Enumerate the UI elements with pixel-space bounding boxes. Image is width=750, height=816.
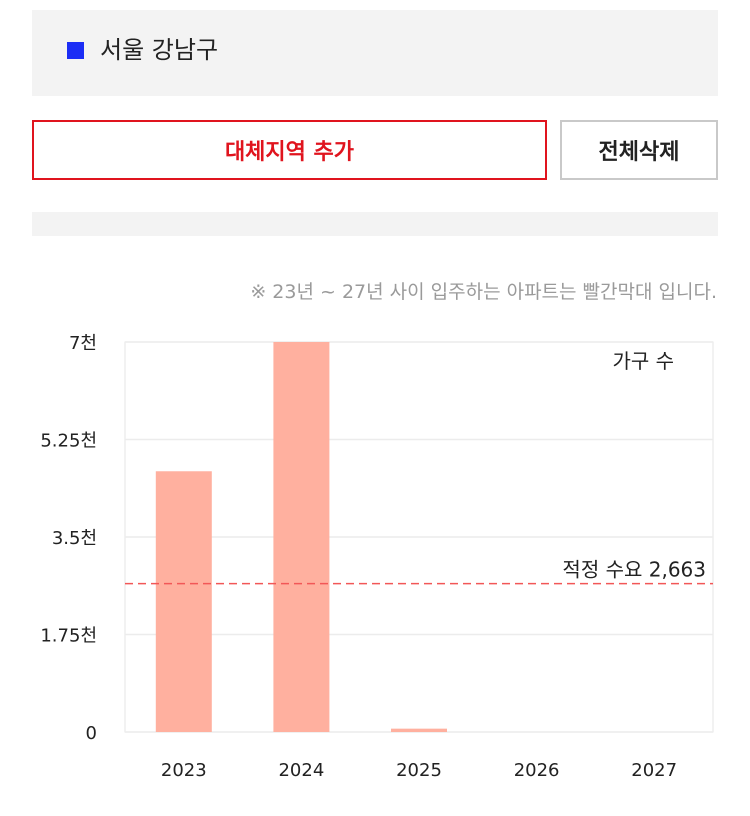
y-tick-label: 1.75천 — [40, 626, 97, 647]
x-tick-label: 2025 — [396, 760, 442, 781]
region-name: 서울 강남구 — [100, 36, 219, 64]
bar — [155, 471, 212, 732]
y-tick-label: 5.25천 — [40, 431, 97, 452]
add-alternative-region-button[interactable]: 대체지역 추가 — [32, 120, 547, 180]
household-bar-chart: 0 1.75천 3.5천 5.25천 7천 2023 2024 2025 2026 2027 적정 … — [40, 333, 714, 781]
x-tick-label: 2023 — [161, 760, 207, 781]
legend-label: 가구 수 — [612, 349, 674, 373]
y-tick-label: 3.5천 — [52, 528, 97, 549]
region-color-marker — [67, 42, 84, 59]
chart-note: ※ 23년 ~ 27년 사이 입주하는 아파트는 빨간막대 입니다. — [250, 281, 717, 303]
delete-all-button[interactable]: 전체삭제 — [560, 120, 718, 180]
bar — [273, 342, 330, 732]
x-tick-label: 2026 — [514, 760, 560, 781]
section-divider — [32, 212, 718, 236]
x-tick-label: 2027 — [631, 760, 677, 781]
x-tick-label: 2024 — [278, 760, 324, 781]
bar — [391, 728, 447, 732]
y-tick-label: 0 — [86, 723, 97, 744]
region-card: 서울 강남구 — [32, 10, 718, 96]
reference-line-label: 적정 수요 2,663 — [562, 558, 706, 582]
y-tick-label: 7천 — [69, 333, 97, 354]
